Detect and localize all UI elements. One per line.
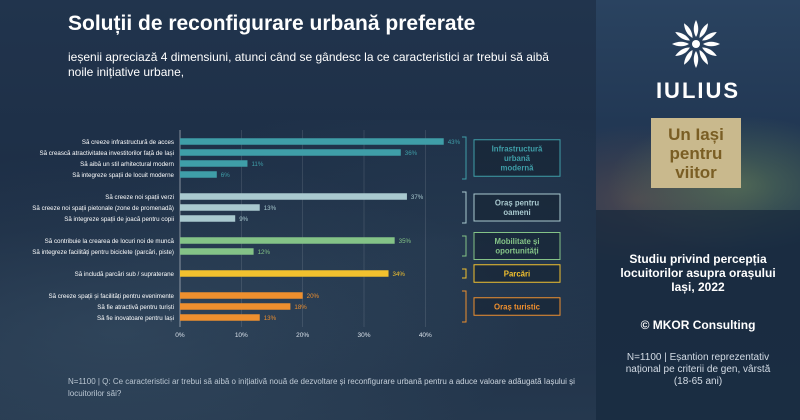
bar <box>180 193 407 200</box>
group-bracket <box>462 136 467 180</box>
x-tick-label: 0% <box>175 332 185 339</box>
group-label: modernă <box>501 163 535 172</box>
bar <box>180 248 254 255</box>
data-label: 6% <box>221 172 230 179</box>
category-label: Să creeze spații și facilități pentru ev… <box>48 293 174 300</box>
group-bracket <box>462 290 467 323</box>
logo-petal <box>693 51 699 68</box>
logo-petal <box>672 41 689 47</box>
logo-petal <box>675 32 690 41</box>
data-label: 43% <box>448 139 461 146</box>
bar <box>180 160 248 167</box>
sample-note: N=1100 | Eșantion reprezentativ național… <box>625 352 771 387</box>
bar <box>180 292 303 299</box>
category-label: Să contribuie la crearea de locuri noi d… <box>45 238 175 245</box>
bar <box>180 171 217 178</box>
bar <box>180 270 389 277</box>
group-label: oameni <box>503 208 530 217</box>
data-label: 9% <box>239 216 248 223</box>
group-bracket <box>462 191 467 224</box>
group-label: oportunități <box>495 247 538 256</box>
data-label: 37% <box>411 194 424 201</box>
data-label: 11% <box>251 161 263 168</box>
group-label: Oraș pentru <box>495 199 539 208</box>
data-label: 12% <box>258 249 271 256</box>
group-label: Mobilitate și <box>494 237 539 246</box>
category-label: Să fie atractivă pentru turiști <box>97 304 174 311</box>
category-label: Să integreze spații de locuit moderne <box>72 172 174 179</box>
group-label: Oraș turistic <box>494 302 541 311</box>
category-label: Să includă parcări sub / supraterane <box>75 271 175 278</box>
logo-petal <box>699 50 708 65</box>
x-tick-label: 20% <box>296 332 309 339</box>
logo-petal <box>684 50 693 65</box>
data-label: 35% <box>399 238 412 245</box>
category-label: Să creeze infrastructură de acces <box>82 139 174 146</box>
bar <box>180 237 395 244</box>
data-label: 36% <box>405 150 418 157</box>
page-title: Soluții de reconfigurare urbană preferat… <box>68 12 476 35</box>
data-label: 20% <box>307 293 320 300</box>
bar-chart: 0% 10% 20% 30% 40% Să creeze infrastructură d… <box>32 130 561 339</box>
category-label: Să aibă un stil arhitectural modern <box>80 161 174 168</box>
bar <box>180 303 291 310</box>
bar <box>180 215 236 222</box>
logo-petal <box>693 20 699 37</box>
x-tick-label: 40% <box>419 332 432 339</box>
group-label-box <box>473 264 561 283</box>
slogan-badge: Un Iași pentru viitor <box>651 118 741 188</box>
bar <box>180 314 260 321</box>
data-label: 18% <box>294 304 307 311</box>
category-label: Să integreze facilități pentru biciclete… <box>32 249 174 256</box>
data-label: 13% <box>264 315 277 322</box>
logo-petal <box>702 32 717 41</box>
iulius-logo-icon <box>672 20 720 68</box>
logo-petal <box>699 23 708 38</box>
category-label: Să integreze spații de joacă pentru copi… <box>64 216 174 223</box>
page-subtitle: ieșenii apreciază 4 dimensiuni, atunci c… <box>68 50 549 79</box>
study-title: Studiu privind percepția locuitorilor as… <box>620 252 776 294</box>
x-tick-label: 10% <box>235 332 248 339</box>
category-label: Să creeze noi spații verzi <box>105 194 174 201</box>
agency-credit: © MKOR Consulting <box>640 318 756 332</box>
logo-petal <box>703 41 720 47</box>
group-label-box <box>473 297 561 316</box>
data-label: 13% <box>264 205 277 212</box>
group-label: Infrastructură <box>492 144 543 153</box>
logo-petal <box>675 47 690 56</box>
category-label: Să fie inovatoare pentru Iași <box>97 315 174 322</box>
category-label: Să crească atractivitatea investitorilor… <box>40 150 174 157</box>
group-label: urbană <box>504 154 531 163</box>
group-bracket <box>462 268 467 279</box>
x-tick-label: 30% <box>357 332 370 339</box>
bar <box>180 149 401 156</box>
brand-name: IULIUS <box>655 78 741 103</box>
sidebar: IULIUS Un Iași pentru viitor Studiu priv… <box>596 0 800 420</box>
group-label-box <box>473 139 561 177</box>
bar <box>180 138 444 145</box>
logo-petal <box>684 23 693 38</box>
chart-footnote: N=1100 | Q: Ce caracteristici ar trebui … <box>68 377 575 398</box>
group-label-box <box>473 232 561 260</box>
group-label-box <box>473 193 561 222</box>
bar <box>180 204 260 211</box>
group-label: Parcări <box>504 269 530 278</box>
group-bracket <box>462 235 467 257</box>
logo-petal <box>702 47 717 56</box>
category-label: Să creeze noi spații pietonale (zone de … <box>32 205 174 212</box>
data-label: 34% <box>393 271 406 278</box>
